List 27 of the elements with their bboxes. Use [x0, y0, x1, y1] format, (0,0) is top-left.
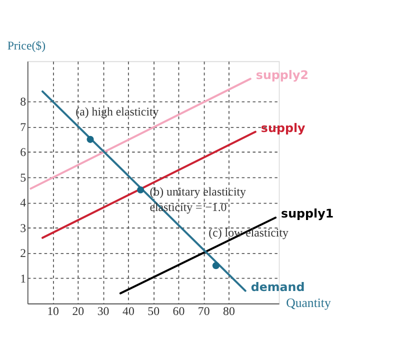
x-tick-label: 30 [97, 304, 110, 318]
annotation: (c) low elasticity [208, 225, 289, 240]
y-tick-label: 4 [20, 196, 26, 210]
annotation: (a) high elasticity [76, 104, 159, 119]
series-label: demand [250, 280, 305, 294]
x-tick-label: 10 [47, 304, 60, 318]
x-tick-label: 60 [172, 304, 185, 318]
x-tick-label: 40 [122, 304, 134, 318]
x-tick-label: 50 [148, 304, 160, 318]
y-tick-label: 7 [20, 120, 26, 134]
point [137, 186, 144, 194]
x-tick-label: 70 [198, 304, 210, 318]
y-axis-title: Price($) [7, 38, 46, 52]
series-label: supply1 [281, 206, 334, 221]
point [86, 136, 94, 143]
x-axis-title: Quantity [286, 296, 332, 310]
y-tick-label: 3 [20, 220, 26, 235]
y-tick-label: 5 [20, 170, 26, 184]
point [212, 262, 220, 270]
series-label: supply [260, 120, 306, 135]
y-tick-label: 8 [20, 94, 26, 109]
x-tick-label: 20 [72, 304, 84, 318]
y-tick-label: 2 [20, 246, 26, 260]
x-tick-label: 80 [223, 304, 235, 318]
series-label: supply2 [256, 68, 309, 82]
y-tick-label: 1 [20, 271, 26, 286]
y-tick-label: 6 [20, 145, 26, 160]
